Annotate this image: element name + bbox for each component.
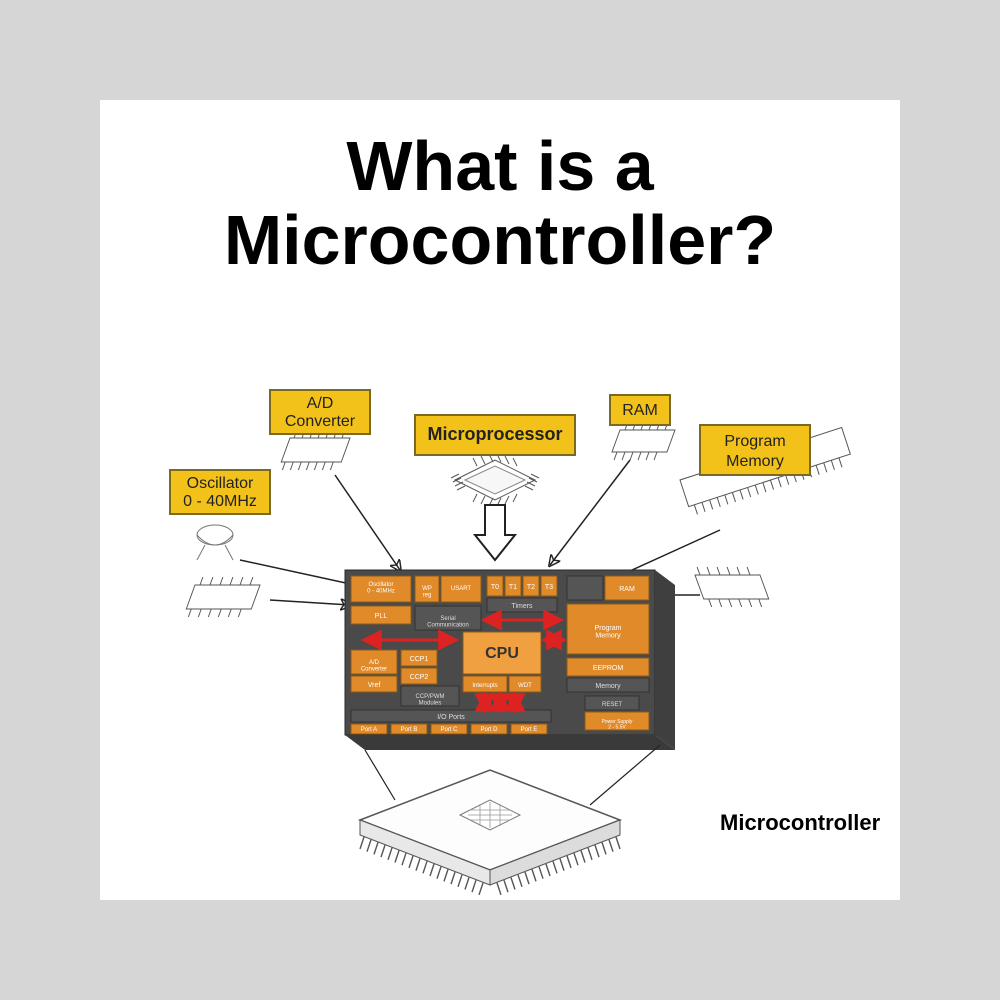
svg-text:CPU: CPU (485, 645, 519, 662)
label-ram: RAM (610, 395, 670, 425)
big-down-arrow-icon (475, 505, 515, 560)
content-panel: What is a Microcontroller? (100, 100, 900, 900)
ext-left-chip-icon (183, 577, 263, 617)
svg-text:T0: T0 (491, 584, 499, 591)
svg-text:Timers: Timers (511, 603, 533, 610)
svg-text:RAM: RAM (619, 586, 635, 593)
svg-text:Interrupts: Interrupts (472, 683, 497, 689)
svg-text:CCP/PWMModules: CCP/PWMModules (416, 694, 445, 707)
ext-microprocessor-icon (451, 454, 539, 506)
svg-text:USART: USART (451, 586, 472, 592)
svg-text:I/O Ports: I/O Ports (437, 714, 465, 721)
title: What is a Microcontroller? (100, 100, 900, 277)
svg-text:CCP2: CCP2 (410, 674, 429, 681)
ext-oscillator-icon (197, 525, 233, 560)
svg-text:Converter: Converter (285, 413, 356, 430)
svg-text:T2: T2 (527, 584, 535, 591)
svg-text:RESET: RESET (602, 702, 622, 708)
svg-text:A/D: A/D (307, 395, 334, 412)
svg-text:PLL: PLL (375, 613, 388, 620)
svg-text:WPreg: WPreg (422, 586, 432, 599)
svg-text:EEPROM: EEPROM (593, 665, 624, 672)
label-program-memory: Program Memory (700, 425, 810, 475)
svg-text:RAM: RAM (622, 402, 658, 419)
label-microprocessor: Microprocessor (415, 415, 575, 455)
svg-text:Program: Program (724, 433, 785, 450)
svg-text:ProgramMemory: ProgramMemory (595, 625, 622, 640)
svg-text:Oscillator0 - 40MHz: Oscillator0 - 40MHz (367, 582, 395, 595)
svg-text:WDT: WDT (518, 683, 532, 689)
svg-text:Memory: Memory (726, 453, 784, 470)
svg-text:T1: T1 (509, 584, 517, 591)
svg-text:Vref: Vref (368, 682, 381, 689)
result-qfp-chip-icon (360, 770, 620, 895)
title-line2: Microcontroller? (100, 204, 900, 278)
microcontroller-diagram: Oscillator 0 - 40MHz A/D Converter Micro… (100, 360, 900, 900)
svg-text:Microprocessor: Microprocessor (427, 424, 562, 444)
svg-text:Port D: Port D (480, 727, 498, 733)
svg-text:Port B: Port B (401, 727, 418, 733)
title-line1: What is a (100, 130, 900, 204)
svg-text:Port A: Port A (361, 727, 377, 733)
svg-text:0 - 40MHz: 0 - 40MHz (183, 493, 257, 510)
svg-text:CCP1: CCP1 (410, 656, 429, 663)
svg-text:Port C: Port C (440, 727, 458, 733)
ext-chip-ad-icon (278, 430, 353, 470)
svg-text:Port E: Port E (521, 727, 538, 733)
result-label: Microcontroller (720, 810, 881, 835)
mcu-die: Oscillator0 - 40MHz PLL WPreg USART Seri… (345, 570, 675, 750)
svg-text:Oscillator: Oscillator (187, 475, 254, 492)
label-oscillator: Oscillator 0 - 40MHz (170, 470, 270, 514)
ext-ram-icon (609, 422, 678, 460)
svg-text:Memory: Memory (595, 683, 621, 690)
ext-right-chip-icon (692, 567, 772, 607)
label-ad-converter: A/D Converter (270, 390, 370, 434)
svg-text:T3: T3 (545, 584, 553, 591)
